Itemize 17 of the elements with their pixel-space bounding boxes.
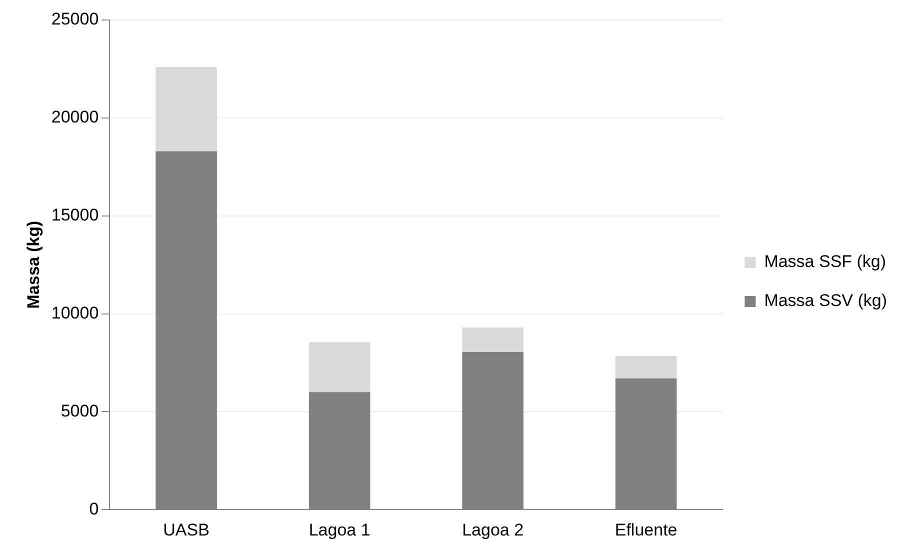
legend-label: Massa SSV (kg) — [764, 291, 887, 310]
y-tick-label: 5000 — [60, 401, 99, 420]
y-tick-label: 10000 — [51, 303, 99, 322]
bar — [308, 342, 370, 392]
bar — [462, 327, 524, 352]
y-axis-title: Massa (kg) — [24, 220, 43, 309]
x-tick-label: Lagoa 2 — [462, 520, 524, 540]
x-tick-label: Lagoa 1 — [308, 520, 370, 540]
bar — [615, 356, 677, 378]
y-tick-label: 0 — [89, 499, 99, 518]
bar — [156, 67, 217, 152]
legend-label: Massa SSF (kg) — [764, 252, 886, 272]
y-tick-label: 25000 — [51, 10, 99, 29]
x-tick-label: UASB — [163, 520, 210, 540]
x-tick-label: Efluente — [614, 520, 678, 540]
y-tick-label: 20000 — [51, 108, 99, 127]
y-tick-label: 15000 — [51, 206, 99, 225]
